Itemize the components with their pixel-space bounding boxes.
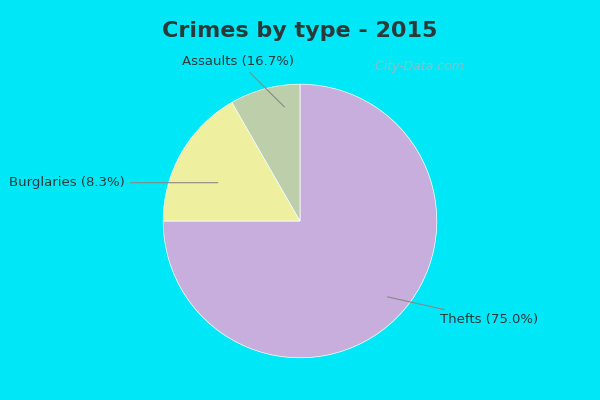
Wedge shape [163,102,300,221]
Text: Crimes by type - 2015: Crimes by type - 2015 [163,21,437,41]
Wedge shape [163,84,437,358]
Text: Assaults (16.7%): Assaults (16.7%) [182,55,295,107]
Wedge shape [232,84,300,221]
Text: City-Data.com: City-Data.com [367,60,464,73]
Text: Thefts (75.0%): Thefts (75.0%) [388,297,538,326]
Text: Burglaries (8.3%): Burglaries (8.3%) [9,176,218,189]
